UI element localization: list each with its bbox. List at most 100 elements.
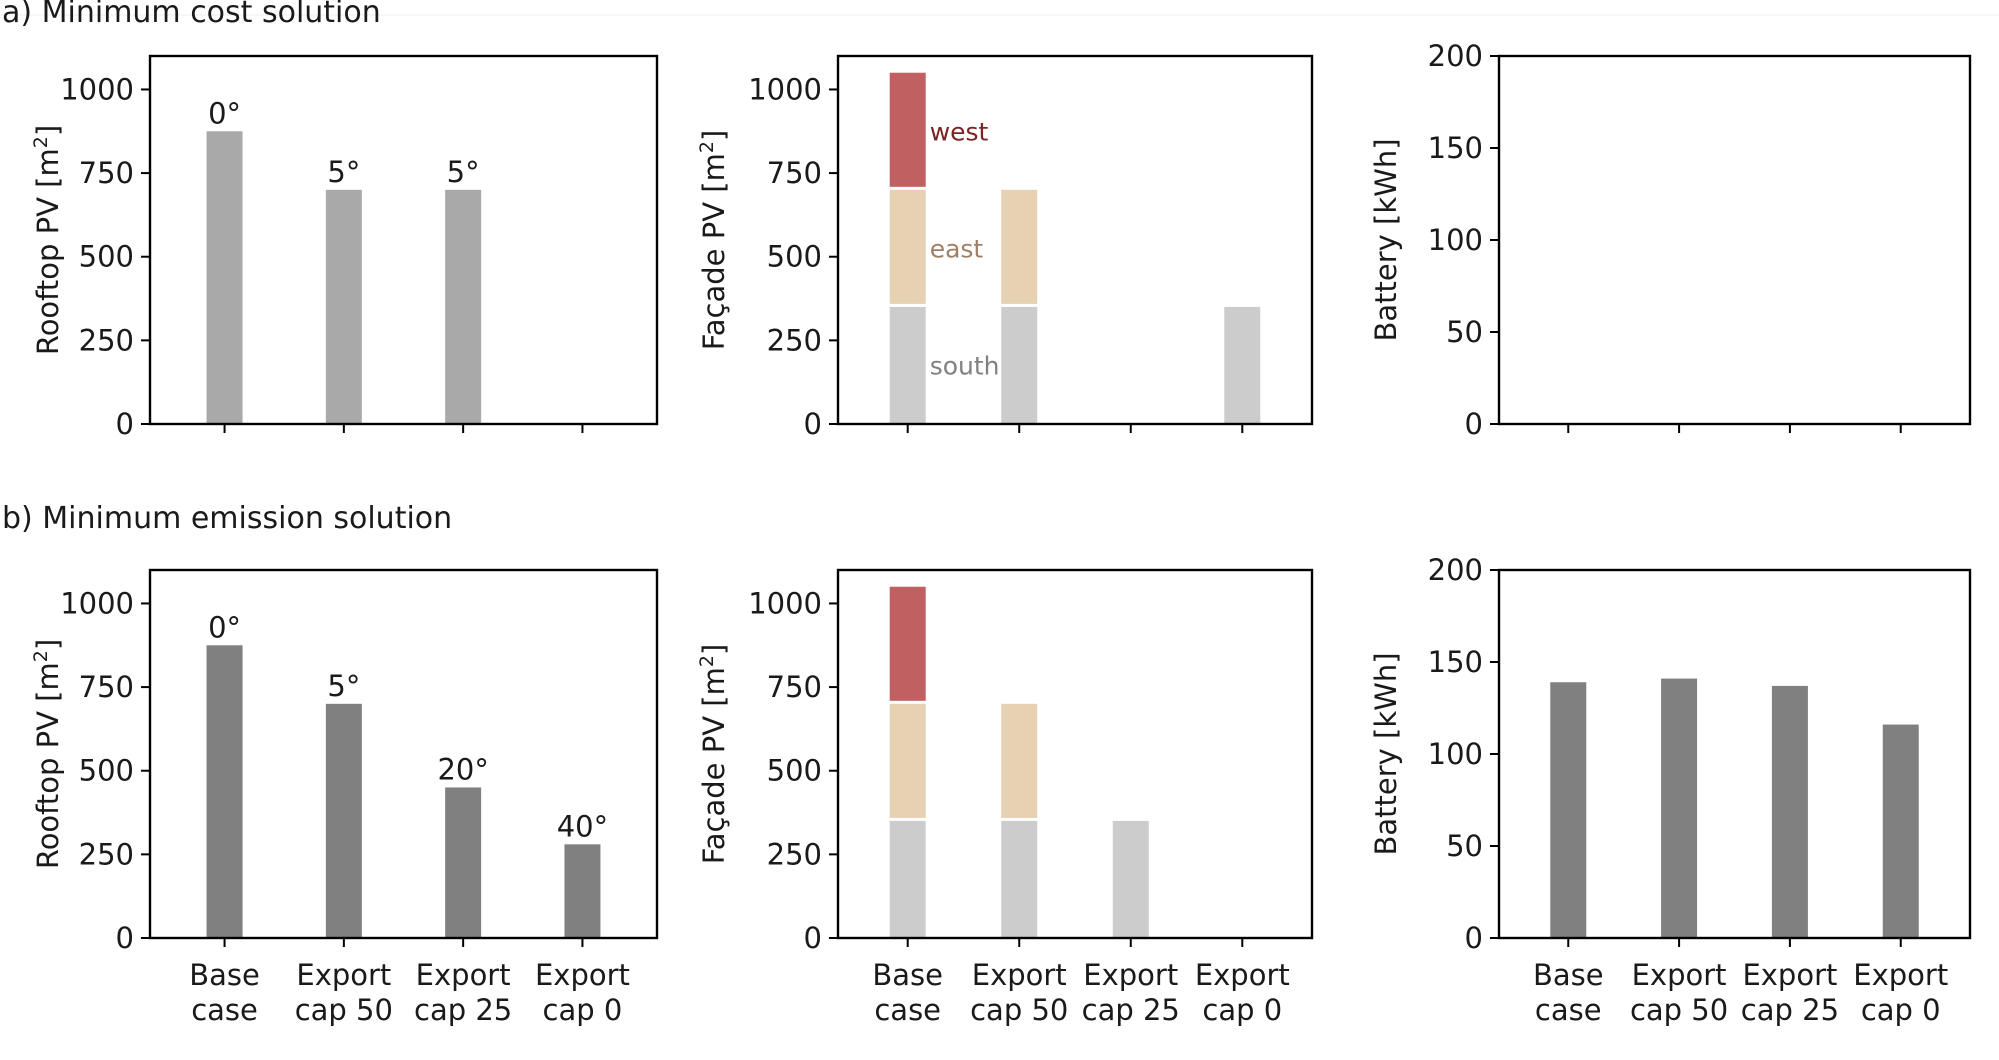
axes-frame xyxy=(836,568,1314,940)
bar-east-0 xyxy=(889,189,926,304)
bar-label-3: 40° xyxy=(557,809,608,843)
bar-1 xyxy=(1661,678,1698,938)
bar-south-1 xyxy=(1001,306,1038,424)
series-label-east: east xyxy=(930,234,984,263)
xtick-label-0-0: Base xyxy=(189,958,260,992)
ytick-label-750: 750 xyxy=(79,156,134,190)
ytick-label-0: 0 xyxy=(1465,407,1483,441)
bar-label-2: 20° xyxy=(437,752,488,786)
bar-label-1: 5° xyxy=(327,155,360,189)
ytick-label-250: 250 xyxy=(767,837,822,871)
xtick-label-0-0: Base xyxy=(872,958,943,992)
xtick-label-2-1: cap 25 xyxy=(414,993,512,1027)
ytick-label-50: 50 xyxy=(1446,829,1483,863)
ytick-label-750: 750 xyxy=(767,156,822,190)
bar-1 xyxy=(325,703,362,938)
ytick-label-750: 750 xyxy=(767,670,822,704)
bar-0 xyxy=(206,645,243,938)
ylabel: Façade PV [m2] xyxy=(696,644,731,865)
ytick-label-250: 250 xyxy=(79,837,134,871)
ytick-label-100: 100 xyxy=(1428,223,1483,257)
bar-2 xyxy=(445,787,482,938)
ytick-label-500: 500 xyxy=(767,240,822,274)
ylabel: Rooftop PV [m2] xyxy=(30,125,65,355)
ytick-label-500: 500 xyxy=(79,754,134,788)
xtick-label-2-0: Export xyxy=(1742,958,1837,992)
bar-label-0: 0° xyxy=(208,610,241,644)
series-label-south: south xyxy=(930,351,1000,380)
bar-west-0 xyxy=(889,586,926,701)
bar-0 xyxy=(206,131,243,425)
xtick-label-1-1: cap 50 xyxy=(295,993,393,1027)
bar-label-0: 0° xyxy=(208,96,241,130)
axes-frame xyxy=(1497,54,1972,426)
ytick-label-200: 200 xyxy=(1428,553,1483,587)
ytick-label-50: 50 xyxy=(1446,315,1483,349)
series-label-west: west xyxy=(930,117,989,146)
bar-2 xyxy=(445,189,482,424)
xtick-label-0-1: case xyxy=(874,993,941,1027)
xtick-label-1-0: Export xyxy=(972,958,1067,992)
ytick-label-200: 200 xyxy=(1428,39,1483,73)
ytick-label-250: 250 xyxy=(767,323,822,357)
xtick-label-1-1: cap 50 xyxy=(970,993,1068,1027)
xtick-label-0-0: Base xyxy=(1533,958,1604,992)
ytick-label-1000: 1000 xyxy=(748,72,822,106)
chart-a-battery: 0 50 100 150 200 Battery [kWh] xyxy=(1369,39,1972,441)
bar-3 xyxy=(1882,724,1919,938)
xtick-label-3-1: cap 0 xyxy=(1202,993,1282,1027)
xtick-label-3-0: Export xyxy=(1853,958,1948,992)
axes-frame xyxy=(148,568,659,940)
xtick-label-0-1: case xyxy=(191,993,258,1027)
xtick-label-3-1: cap 0 xyxy=(1861,993,1941,1027)
bar-south-0 xyxy=(889,820,926,938)
axes-frame xyxy=(148,54,659,426)
xtick-label-2-1: cap 25 xyxy=(1741,993,1839,1027)
bar-1 xyxy=(325,189,362,424)
chart-b-rooftop: 0°5°20°40°02505007501000BasecaseExportca… xyxy=(30,568,659,1027)
xtick-label-1-0: Export xyxy=(1632,958,1727,992)
bar-3 xyxy=(564,844,601,938)
bar-south-0 xyxy=(889,306,926,424)
ylabel: Rooftop PV [m2] xyxy=(30,639,65,869)
ytick-label-0: 0 xyxy=(1465,921,1483,955)
bar-east-0 xyxy=(889,703,926,818)
panel-title-b: b) Minimum emission solution xyxy=(2,501,452,536)
bar-2 xyxy=(1771,685,1808,938)
xtick-label-3-1: cap 0 xyxy=(543,993,623,1027)
chart-a-facade: south east west 0 250 500 750 1000 Façade PV [m2… xyxy=(696,54,1314,441)
ytick-label-1000: 1000 xyxy=(60,72,134,106)
panel-title-a: a) Minimum cost solution xyxy=(2,0,381,30)
bar-0 xyxy=(1550,682,1587,938)
ytick-label-0: 0 xyxy=(116,921,134,955)
axes-frame xyxy=(836,54,1314,426)
ylabel: Façade PV [m2] xyxy=(696,130,731,351)
xtick-label-0-1: case xyxy=(1535,993,1602,1027)
bar-label-1: 5° xyxy=(327,669,360,703)
ylabel: Battery [kWh] xyxy=(1369,652,1403,855)
bar-south-1 xyxy=(1001,820,1038,938)
xtick-label-3-0: Export xyxy=(1195,958,1290,992)
xtick-label-1-1: cap 50 xyxy=(1630,993,1728,1027)
ytick-label-0: 0 xyxy=(804,407,822,441)
bar-south-3 xyxy=(1224,306,1261,424)
bar-label-2: 5° xyxy=(447,155,480,189)
ytick-label-100: 100 xyxy=(1428,737,1483,771)
ytick-label-0: 0 xyxy=(116,407,134,441)
xtick-label-2-0: Export xyxy=(416,958,511,992)
chart-a-rooftop: 0° 5° 5° 0 250 500 750 1000 Rooftop PV [m2] xyxy=(30,54,659,441)
ytick-label-1000: 1000 xyxy=(60,586,134,620)
ytick-label-150: 150 xyxy=(1428,131,1483,165)
ytick-label-150: 150 xyxy=(1428,645,1483,679)
ytick-label-0: 0 xyxy=(804,921,822,955)
ytick-label-250: 250 xyxy=(79,323,134,357)
bar-south-2 xyxy=(1112,820,1149,938)
bar-east-1 xyxy=(1001,189,1038,304)
ytick-label-1000: 1000 xyxy=(748,586,822,620)
ytick-label-750: 750 xyxy=(79,670,134,704)
xtick-label-3-0: Export xyxy=(535,958,630,992)
ytick-label-500: 500 xyxy=(79,240,134,274)
